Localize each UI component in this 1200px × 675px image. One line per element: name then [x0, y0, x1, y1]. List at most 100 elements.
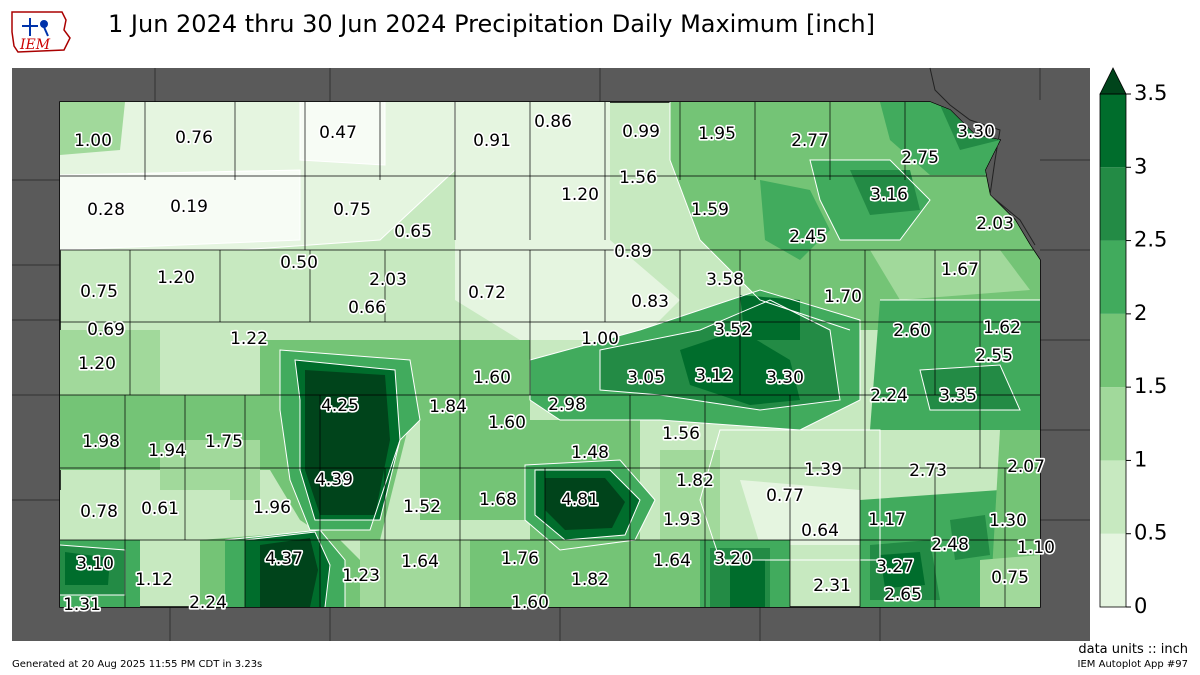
station-value-label: 1.68 [479, 490, 517, 510]
station-value-label: 2.65 [884, 585, 922, 605]
station-value-label: 1.30 [989, 511, 1027, 531]
station-value-label: 1.20 [157, 268, 195, 288]
station-value-label: 1.20 [561, 185, 599, 205]
station-value-label: 2.03 [976, 214, 1014, 234]
station-value-label: 2.31 [813, 576, 851, 596]
station-value-label: 0.50 [280, 253, 318, 273]
station-value-label: 4.39 [315, 470, 353, 490]
station-value-label: 3.58 [706, 270, 744, 290]
station-value-label: 1.64 [401, 552, 439, 572]
colorbar-bin [1100, 167, 1126, 241]
station-value-label: 0.91 [473, 131, 511, 151]
generated-timestamp: Generated at 20 Aug 2025 11:55 PM CDT in… [12, 659, 263, 670]
station-value-label: 3.35 [939, 386, 977, 406]
station-value-label: 1.48 [571, 443, 609, 463]
station-value-label: 2.60 [893, 321, 931, 341]
station-value-labels: 1.00 0.76 0.47 0.91 0.86 0.99 1.95 2.77 3.30 1.56… [61, 110, 1056, 616]
station-value-label: 0.69 [87, 320, 125, 340]
station-value-label: 2.77 [791, 131, 829, 151]
colorbar-outline [1099, 93, 1127, 608]
logo-text: IEM [19, 37, 51, 53]
station-value-label: 3.16 [870, 185, 908, 205]
station-value-label: 2.73 [909, 461, 947, 481]
station-value-label: 3.27 [876, 557, 914, 577]
station-value-label: 2.24 [870, 386, 908, 406]
station-value-label: 1.75 [205, 432, 243, 452]
colorbar-extend-arrow [1099, 67, 1127, 95]
station-value-label: 0.78 [80, 502, 118, 522]
station-value-label: 1.82 [571, 570, 609, 590]
station-value-label: 3.20 [714, 549, 752, 569]
station-value-label: 1.23 [342, 566, 380, 586]
station-value-label: 3.30 [766, 368, 804, 388]
station-value-label: 1.62 [983, 318, 1021, 338]
station-value-label: 2.48 [931, 535, 969, 555]
iem-logo: IEM [11, 11, 71, 53]
colorbar-tick-label: 1 [1134, 447, 1147, 471]
station-value-label: 1.70 [824, 287, 862, 307]
station-value-label: 2.03 [369, 270, 407, 290]
station-value-label: 1.84 [429, 397, 467, 417]
station-value-label: 1.56 [662, 424, 700, 444]
chart-title: 1 Jun 2024 thru 30 Jun 2024 Precipitatio… [108, 10, 875, 38]
station-value-label: 1.52 [403, 497, 441, 517]
colorbar-bin [1100, 240, 1126, 314]
station-value-label: 1.00 [581, 329, 619, 349]
colorbar [1099, 67, 1127, 608]
station-value-label: 0.76 [175, 128, 213, 148]
station-value-label: 0.75 [80, 282, 118, 302]
river-line [929, 67, 1036, 246]
station-value-label: 0.19 [170, 197, 208, 217]
station-value-label: 1.60 [511, 593, 549, 613]
station-value-label: 1.20 [78, 354, 116, 374]
station-value-label: 0.66 [348, 298, 386, 318]
colorbar-tick-label: 0 [1134, 594, 1147, 618]
station-value-label: 3.10 [76, 554, 114, 574]
station-value-label: 1.17 [868, 510, 906, 530]
station-value-label: 0.86 [534, 112, 572, 132]
station-value-label: 2.55 [975, 346, 1013, 366]
colorbar-tick-label: 3.5 [1134, 81, 1167, 105]
station-value-label: 1.67 [941, 260, 979, 280]
station-value-label: 0.61 [141, 499, 179, 519]
station-value-label: 1.39 [804, 460, 842, 480]
station-value-label: 1.94 [148, 441, 186, 461]
station-value-label: 1.00 [74, 131, 112, 151]
station-value-label: 0.65 [394, 222, 432, 242]
station-value-label: 3.30 [957, 122, 995, 142]
station-value-label: 1.95 [698, 124, 736, 144]
station-value-label: 4.81 [561, 490, 599, 510]
colorbar-bin [1100, 533, 1126, 607]
station-value-label: 1.59 [691, 200, 729, 220]
station-value-label: 1.31 [63, 595, 101, 615]
station-value-label: 1.60 [488, 413, 526, 433]
station-value-label: 2.75 [901, 148, 939, 168]
station-value-label: 3.52 [714, 320, 752, 340]
county-boundaries [60, 102, 1040, 607]
station-value-label: 1.96 [253, 498, 291, 518]
station-value-label: 0.47 [319, 123, 357, 143]
colorbar-tick-label: 1.5 [1134, 374, 1167, 398]
station-value-label: 3.05 [627, 368, 665, 388]
neighbor-borders [12, 68, 1090, 641]
colorbar-bin [1100, 313, 1126, 388]
station-value-label: 2.07 [1007, 457, 1045, 477]
station-value-label: 1.12 [135, 570, 173, 590]
colorbar-tick-label: 2 [1134, 301, 1147, 325]
station-value-label: 2.98 [548, 395, 586, 415]
station-value-label: 1.76 [501, 549, 539, 569]
station-value-label: 0.89 [614, 242, 652, 262]
station-value-label: 0.77 [766, 486, 804, 506]
station-value-label: 0.75 [991, 568, 1029, 588]
station-value-label: 1.60 [473, 368, 511, 388]
colorbar-tick-label: 2.5 [1134, 228, 1167, 252]
station-value-label: 1.22 [230, 329, 268, 349]
colorbar-bin [1100, 387, 1126, 461]
station-value-label: 0.28 [87, 200, 125, 220]
station-value-label: 1.98 [82, 432, 120, 452]
colorbar-tick-label: 3 [1134, 154, 1147, 178]
colorbar-bin [1100, 94, 1126, 168]
contour-fills [60, 102, 1040, 607]
station-value-label: 4.37 [265, 549, 303, 569]
